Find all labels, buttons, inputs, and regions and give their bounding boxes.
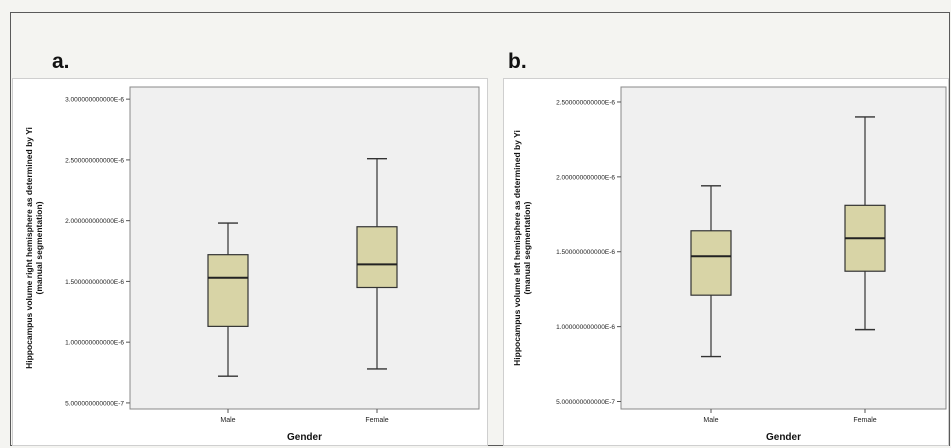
y-tick-label: 5.000000000000E-7 [556,399,615,406]
plot-area [620,86,947,410]
chart-panel-a: 5.000000000000E-7 1.000000000000E-6 1.5000… [24,86,480,443]
y-axis-label: (manual segmentation) [34,201,44,294]
y-tick-label: 1.000000000000E-6 [556,324,615,331]
x-axis-label: Gender [287,432,322,443]
y-tick-label: 1.000000000000E-6 [65,340,124,347]
y-tick-label: 5.000000000000E-7 [65,400,124,407]
y-tick-label: 2.000000000000E-6 [556,174,615,181]
box-male [690,230,732,296]
y-axis-label: (manual segmentation) [522,201,532,294]
y-tick-label: 2.500000000000E-6 [556,99,615,106]
x-tick-label: Male [703,417,718,424]
x-tick-label: Female [365,417,388,424]
box-female [356,226,398,289]
plot-area [129,86,480,410]
y-axis-label: Hippocampus volume right hemisphere as d… [24,127,34,369]
y-tick-label: 1.500000000000E-6 [65,279,124,286]
y-tick-label: 3.000000000000E-6 [65,97,124,104]
x-tick-label: Male [220,417,235,424]
y-tick-label: 2.500000000000E-6 [65,157,124,164]
panel-a-label: a. [52,50,70,73]
x-tick-label: Female [853,417,876,424]
y-tick-label: 2.000000000000E-6 [65,218,124,225]
chart-panel-b: 5.000000000000E-7 1.000000000000E-6 1.5000… [512,86,947,443]
y-tick-label: 1.500000000000E-6 [556,249,615,256]
x-axis-label: Gender [766,432,801,443]
box-male [207,254,249,327]
y-axis-label: Hippocampus volume left hemisphere as de… [512,130,522,366]
panel-b-label: b. [508,50,527,73]
